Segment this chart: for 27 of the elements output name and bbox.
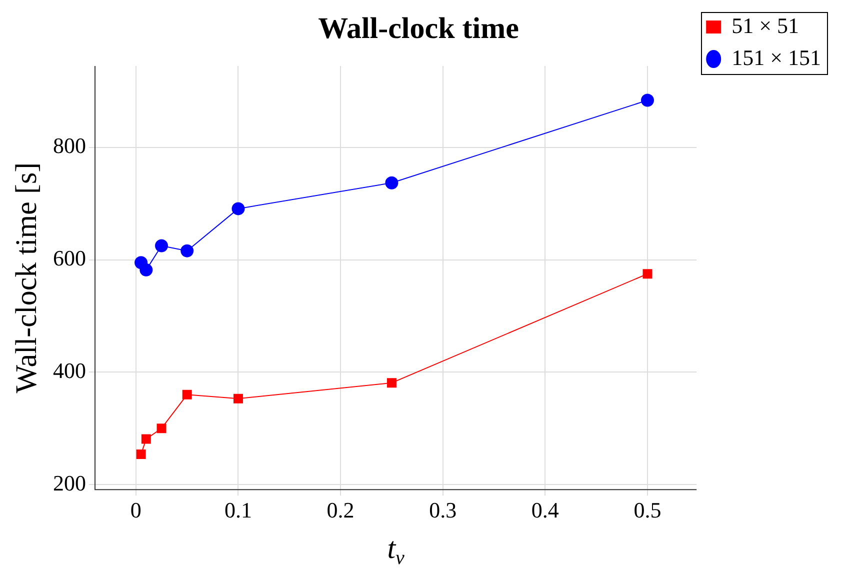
legend-label: 151 × 151 — [732, 44, 822, 70]
x-tick-label: 0.4 — [531, 498, 559, 523]
point — [642, 269, 652, 279]
y-tick-label: 800 — [53, 133, 86, 158]
legend-label: 51 × 51 — [732, 12, 800, 38]
x-tick-label: 0.5 — [634, 498, 662, 523]
point — [233, 394, 243, 404]
x-tick-label: 0 — [130, 498, 142, 523]
point — [640, 94, 654, 107]
point — [141, 434, 151, 444]
point — [156, 424, 166, 434]
point — [180, 244, 194, 258]
y-axis-title: Wall-clock time [s] — [10, 162, 43, 394]
x-tick-label: 0.3 — [429, 498, 457, 523]
y-tick-label: 600 — [53, 246, 86, 271]
chart-title: Wall-clock time — [318, 12, 519, 45]
point — [232, 202, 245, 216]
point — [385, 176, 398, 190]
y-tick-label: 400 — [53, 358, 86, 383]
x-tick-label: 0.2 — [326, 498, 354, 523]
y-tick-label: 200 — [53, 470, 86, 496]
point — [140, 263, 153, 276]
point — [136, 449, 146, 459]
point — [155, 239, 168, 252]
point — [182, 390, 192, 400]
x-tick-label: 0.1 — [224, 498, 252, 523]
point — [386, 378, 396, 388]
